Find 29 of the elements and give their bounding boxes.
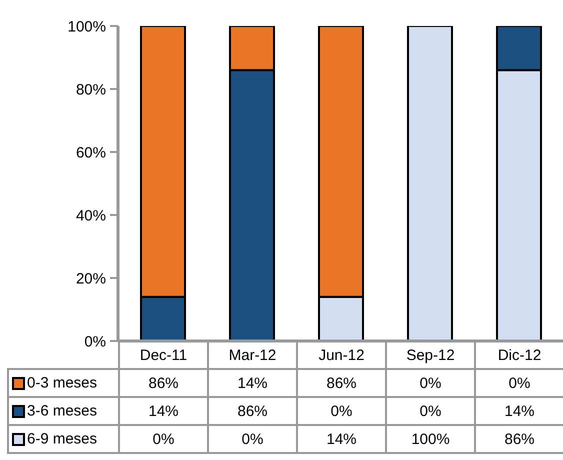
y-tick-label: 80%	[76, 81, 106, 98]
data-label: 0%	[119, 425, 208, 453]
x-tick-label: Mar-12	[208, 341, 297, 369]
legend-label: 0-3 meses	[27, 374, 98, 392]
y-tick-label: 40%	[76, 207, 106, 224]
data-label: 0%	[475, 369, 563, 397]
x-tick-label: Dic-12	[475, 341, 563, 369]
x-tick-label: Dec-11	[119, 341, 208, 369]
data-label: 14%	[297, 425, 386, 453]
data-label: 0%	[208, 425, 297, 453]
data-label: 100%	[386, 425, 475, 453]
data-label: 0%	[297, 397, 386, 425]
x-tick-label: Jun-12	[297, 341, 386, 369]
data-label: 86%	[208, 397, 297, 425]
y-tick-label: 0%	[84, 333, 106, 350]
data-label: 86%	[475, 425, 563, 453]
legend-label: 3-6 meses	[27, 402, 98, 420]
data-label: 14%	[475, 397, 563, 425]
legend-label: 6-9 meses	[27, 430, 98, 448]
data-label: 86%	[297, 369, 386, 397]
data-label: 14%	[119, 397, 208, 425]
data-label: 0%	[386, 369, 475, 397]
y-tick-label: 20%	[76, 270, 106, 288]
data-label: 0%	[386, 397, 475, 425]
data-label: 86%	[119, 369, 208, 397]
data-label: 14%	[208, 369, 297, 397]
y-tick-label: 100%	[68, 18, 106, 36]
x-tick-label: Sep-12	[386, 341, 475, 369]
y-tick-label: 60%	[76, 144, 106, 162]
